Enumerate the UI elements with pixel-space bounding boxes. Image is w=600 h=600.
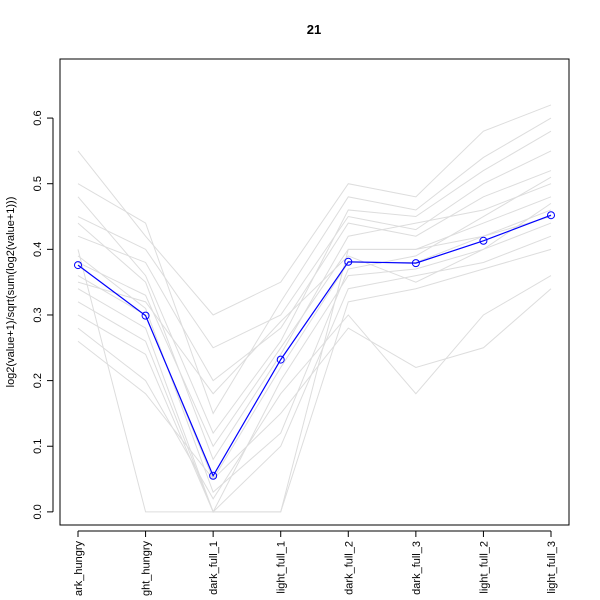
highlight-series-group [74, 211, 555, 480]
highlight-point [344, 257, 353, 266]
chart-title: 21 [307, 22, 321, 37]
highlight-point [479, 236, 488, 245]
x-tick-label: light_full_1 [276, 541, 288, 594]
background-line [77, 288, 552, 480]
background-line [77, 104, 552, 316]
background-line [77, 275, 552, 500]
background-line [77, 176, 552, 494]
y-tick-label: 0.2 [32, 373, 44, 388]
background-line [77, 117, 552, 415]
y-tick-label: 0.5 [32, 176, 44, 191]
highlight-point [74, 261, 82, 270]
background-line [77, 196, 552, 448]
x-tick-label: dark_full_2 [343, 541, 355, 595]
background-line [77, 248, 552, 513]
y-tick-label: 0.6 [32, 110, 44, 125]
x-tick-label: ark_hungry [73, 541, 85, 597]
highlight-point [276, 355, 285, 364]
y-tick-label: 0.0 [32, 504, 44, 519]
x-axis: ark_hungry ght_hungry dark_full_1 light_ful… [73, 530, 558, 597]
x-tick-label: dark_full_1 [208, 541, 220, 595]
background-line [77, 222, 552, 514]
y-tick-label: 0.3 [32, 307, 44, 322]
plot-frame [59, 58, 570, 526]
background-line [77, 130, 552, 435]
highlight-point [209, 471, 218, 480]
y-tick-label: 0.4 [32, 242, 44, 257]
x-tick-label: light_full_3 [546, 541, 558, 594]
background-series-group [77, 104, 552, 514]
y-axis-title: log2(value+1)/sqrt(sum(log2(value+1))) [5, 197, 17, 388]
highlight-point [141, 311, 150, 320]
y-axis: 0.0 0.1 0.2 0.3 0.4 0.5 0.6 [32, 110, 54, 520]
background-line [77, 202, 552, 395]
highlight-point [547, 211, 555, 220]
y-tick-label: 0.1 [32, 439, 44, 454]
background-line [77, 150, 552, 349]
background-line [77, 235, 552, 513]
background-line [77, 216, 552, 513]
background-line [77, 183, 552, 461]
highlight-point [411, 259, 420, 268]
x-tick-label: light_full_2 [478, 541, 490, 594]
x-tick-label: ght_hungry [141, 541, 153, 597]
highlight-line [77, 214, 552, 478]
x-tick-label: dark_full_3 [411, 541, 423, 595]
